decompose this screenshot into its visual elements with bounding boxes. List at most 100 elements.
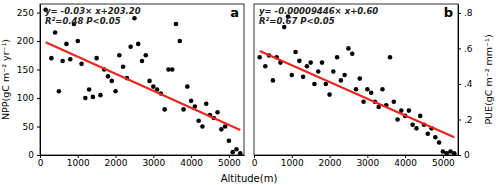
x-tick-label: 3000 [142,158,165,168]
x-tick-label: 3000 [356,158,379,168]
x-tick: 0 [252,155,258,168]
point [49,56,54,61]
point [200,124,205,129]
point [414,126,419,131]
x-tick: 0 [38,155,44,168]
point [407,108,412,113]
x-tick-label: 0 [252,158,258,168]
point [354,87,359,92]
y-tick-mark [458,155,461,156]
point [425,131,430,136]
x-tick-label: 4000 [394,158,417,168]
point [219,127,224,132]
point [380,87,385,92]
point [437,140,442,145]
point [391,99,396,104]
point [357,76,362,81]
panel: 010002000300040005000050100150200250y= -… [0,4,245,168]
point [342,73,347,78]
point [181,107,186,112]
y-axis-title: NPP(gC m⁻² yr⁻¹) [0,39,11,120]
point [68,57,73,62]
point [106,74,111,79]
point [60,59,65,64]
point [297,59,302,64]
y-tick-label: 150 [17,65,34,75]
x-tick-label: 2000 [319,158,342,168]
point [121,64,126,69]
x-tick-label: 5000 [218,158,241,168]
plot-frame [40,4,244,155]
y-tick-mark [37,127,40,128]
x-tick-label: 2000 [105,158,128,168]
x-tick-label: 4000 [180,158,203,168]
point [162,107,167,112]
point [215,110,220,115]
point [140,59,145,64]
y-tick: 250 [17,8,40,18]
point [388,55,393,60]
x-tick: 2000 [105,155,128,168]
fit-line [46,42,241,130]
y-tick: 50 [23,122,40,132]
y-tick-label: 50 [23,122,35,132]
point [87,87,92,92]
point [293,50,298,55]
point [327,92,332,97]
x-tick: 1000 [281,155,304,168]
point [339,78,344,83]
point [75,39,80,44]
x-tick-label: 1000 [67,158,90,168]
y-tick-mark [37,98,40,99]
y-tick: .4 [458,79,473,89]
point [452,151,457,155]
y-tick-mark [37,155,40,156]
x-axis-line [41,155,245,156]
point [94,56,99,61]
point [238,151,243,155]
x-tick: 3000 [356,155,379,168]
annotation: y= -0.00009446× x+0.60 [259,6,378,16]
point [170,67,175,72]
point [316,69,321,74]
point [64,42,69,47]
annotation: R²=0.67 P<0.05 [259,16,335,26]
point [395,117,400,122]
point [57,89,62,94]
point [335,55,340,60]
y-axis-line [40,5,41,156]
point [323,82,328,87]
point [132,16,137,21]
point [301,75,306,80]
x-axis: 0 1000 2000 3000 4000 5000 [38,155,245,168]
point [83,96,88,101]
point [136,42,141,47]
marks [257,14,456,155]
x-axis-line [255,155,459,156]
y-axis-title: PUE(gC m⁻² mm⁻¹) [483,34,494,124]
y-tick-label: .4 [464,79,473,89]
point [263,64,268,69]
point [410,123,415,128]
point [113,89,118,94]
point [312,82,317,87]
y-tick-mark [37,70,40,71]
point [109,79,114,84]
x-tick: 2000 [319,155,342,168]
point [320,60,325,65]
y-tick-label: .6 [464,44,473,54]
annotation: y= -0.03× x+203.20 [45,6,141,16]
y-tick: .2 [458,115,473,125]
point [79,62,84,67]
annotation: R²=0.48 P<0.05 [45,16,121,26]
plot-frame [254,4,458,155]
panel-label: b [444,5,453,20]
point [308,60,313,65]
point [174,22,179,27]
point [350,51,355,56]
point [227,138,232,143]
y-axis-line [458,5,459,156]
x-tick: 1000 [67,155,90,168]
x-tick: 4000 [394,155,417,168]
y-tick-label: 0 [464,150,470,160]
